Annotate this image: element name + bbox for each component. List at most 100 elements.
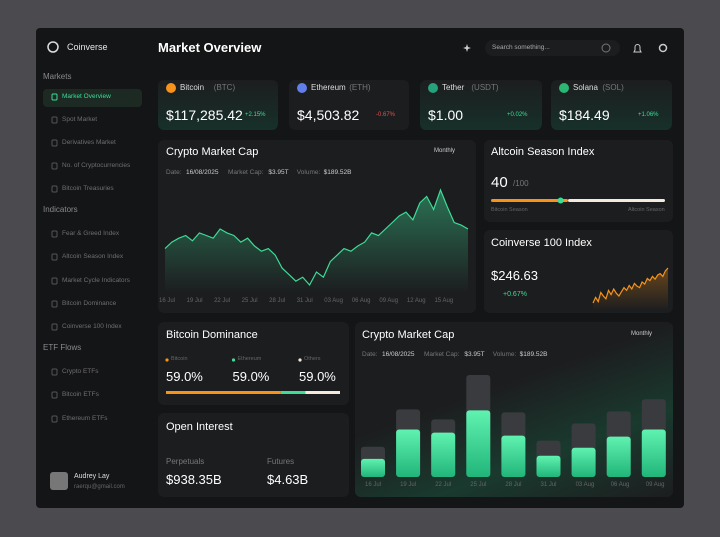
user-name: Audrey Lay	[74, 473, 110, 480]
info-text: Date:	[362, 351, 378, 358]
oi-label: Perpetuals	[166, 457, 205, 466]
x-tick-label: 15 Aug	[434, 298, 454, 304]
bar	[571, 447, 596, 477]
x-tick-label: 19 Jul	[400, 482, 417, 488]
avatar	[50, 472, 68, 490]
search-box[interactable]	[485, 40, 620, 56]
slider-label: Altcoin Season	[628, 207, 665, 213]
x-tick-label: 28 Jul	[505, 482, 522, 488]
nav-icon	[51, 139, 58, 147]
open-interest-card	[158, 413, 349, 497]
legend-value: 59.0%	[299, 369, 336, 384]
x-tick-label: 31 Jul	[540, 482, 557, 488]
nav-item[interactable]: Crypto ETFs	[62, 368, 99, 375]
search-placeholder[interactable]: Search something...	[492, 44, 550, 51]
coin-change: +1.06%	[638, 112, 659, 118]
bar	[396, 429, 421, 477]
x-tick-label: 16 Jul	[365, 482, 382, 488]
nav-item[interactable]: Fear & Greed Index	[62, 230, 120, 237]
info-text: $3.95T	[464, 351, 485, 358]
nav-icon	[51, 415, 58, 423]
coin-change: +0.02%	[507, 112, 528, 118]
nav-section: Indicators	[43, 205, 78, 214]
nav-item[interactable]: Altcoin Season Index	[62, 253, 124, 260]
nav-item[interactable]: Spot Market	[62, 116, 98, 123]
info-text: $3.95T	[268, 169, 289, 176]
coin-price: $117,285.42	[166, 107, 243, 123]
user-email: raerqu@gmail.com	[74, 484, 125, 490]
oi-value: $938.35B	[166, 472, 222, 487]
info-text: Market Cap:	[424, 351, 460, 358]
nav-icon	[51, 93, 58, 101]
nav-item[interactable]: Bitcoin Dominance	[62, 300, 117, 307]
nav-icon	[51, 116, 58, 124]
brand: Coinverse	[67, 42, 108, 52]
nav-section: Markets	[43, 72, 72, 81]
x-tick-label: 06 Aug	[351, 298, 371, 304]
coin-price: $4,503.82	[297, 107, 360, 123]
info-text: Market Cap:	[228, 169, 264, 176]
ticker-card	[158, 80, 278, 130]
slider-left	[491, 199, 568, 202]
coin-symbol: (USDT)	[471, 83, 499, 92]
dominance-segment	[166, 391, 281, 394]
index-change: +0.67%	[503, 291, 527, 298]
area	[593, 268, 668, 311]
ticker-card	[420, 80, 542, 130]
x-tick-label: 22 Jul	[214, 298, 231, 304]
bar	[641, 429, 666, 477]
bell-icon[interactable]	[633, 44, 642, 53]
legend-label: Ethereum	[237, 356, 262, 362]
ticker-card	[551, 80, 672, 130]
search-icon	[601, 43, 611, 53]
slider-right	[568, 199, 665, 202]
index-scale: /100	[513, 179, 529, 188]
line	[592, 267, 669, 304]
coin-symbol: (ETH)	[349, 83, 371, 92]
nav-icon	[51, 162, 58, 170]
coin-icon	[428, 83, 438, 93]
sparkle-icon[interactable]	[463, 44, 471, 52]
nav-icon	[51, 253, 58, 261]
period-select[interactable]: Monthly	[434, 148, 456, 154]
x-tick-label: 03 Aug	[324, 298, 343, 304]
nav-item[interactable]: Derivatives Market	[62, 139, 116, 146]
nav-item[interactable]: No. of Cryptocurrencies	[62, 162, 131, 169]
nav-item[interactable]: Market Cycle Indicators	[62, 277, 130, 284]
bar	[361, 458, 385, 477]
bar	[501, 435, 526, 477]
coin-change: -0.67%	[376, 112, 396, 118]
nav-item[interactable]: Coinverse 100 Index	[62, 323, 122, 330]
dominance-segment	[305, 391, 340, 394]
nav-item[interactable]: Bitcoin Treasuries	[62, 185, 114, 192]
logo	[47, 41, 59, 53]
x-tick-label: 06 Aug	[610, 482, 630, 488]
card-title: Altcoin Season Index	[491, 146, 595, 158]
line	[164, 188, 469, 287]
legend-value: 59.0%	[166, 369, 203, 384]
legend-dot	[231, 358, 236, 362]
page-title: Market Overview	[158, 40, 262, 55]
settings-icon[interactable]	[658, 43, 668, 53]
nav-icon	[51, 277, 58, 285]
nav-icon	[51, 368, 58, 376]
nav-icon	[51, 391, 58, 399]
x-tick-label: 03 Aug	[575, 482, 595, 488]
oi-value: $4.63B	[267, 472, 309, 487]
period-select[interactable]: Monthly	[631, 331, 653, 337]
nav-item[interactable]: Market Overview	[62, 93, 111, 100]
nav-icon	[51, 300, 58, 308]
card-title: Bitcoin Dominance	[166, 329, 258, 341]
bar	[466, 410, 491, 477]
nav-item[interactable]: Ethereum ETFs	[62, 415, 108, 422]
nav-icon	[51, 323, 58, 331]
x-tick-label: 25 Jul	[470, 482, 487, 488]
altcoin-card	[484, 140, 673, 222]
dominance-segment	[280, 391, 306, 394]
bar	[536, 455, 561, 477]
nav-item[interactable]: Bitcoin ETFs	[62, 391, 99, 398]
info-text: 16/08/2025	[382, 351, 415, 358]
x-tick-label: 22 Jul	[435, 482, 452, 488]
info-text: 16/08/2025	[186, 169, 219, 176]
